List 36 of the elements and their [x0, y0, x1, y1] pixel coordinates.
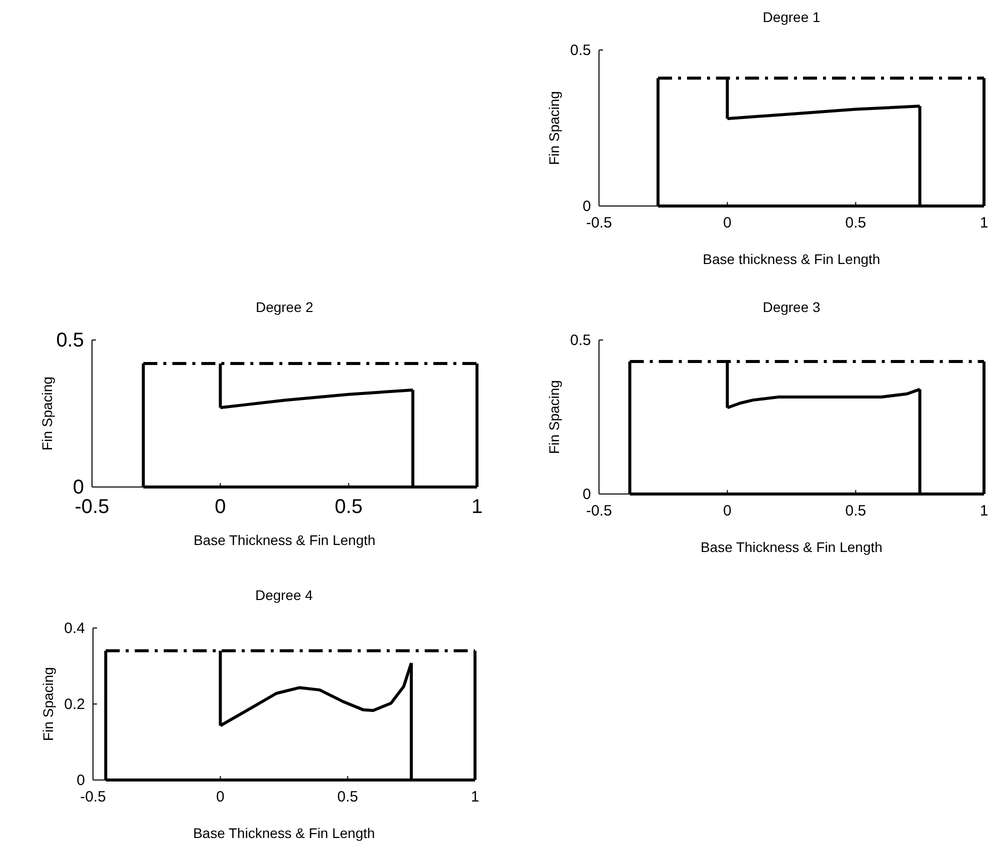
y-axis-title: Fin Spacing	[40, 667, 56, 741]
x-tick-label: 0.5	[337, 788, 358, 806]
y-tick-label: 0	[72, 476, 84, 498]
x-axis-title: Base Thickness & Fin Length	[194, 532, 376, 548]
y-axis-title: Fin Spacing	[546, 380, 562, 454]
x-tick-label: 1	[980, 214, 988, 232]
x-tick-label: -0.5	[80, 788, 106, 806]
x-tick-label: 0.5	[845, 502, 866, 520]
x-axis-title: Base thickness & Fin Length	[702, 251, 880, 267]
x-tick-label: 0	[216, 788, 225, 806]
x-tick-label: -0.5	[74, 496, 110, 518]
x-tick-label: 0	[723, 214, 732, 232]
x-tick-label: 1	[470, 788, 480, 806]
y-tick-label: 0.5	[570, 332, 591, 349]
x-tick-label: 0.5	[845, 214, 866, 232]
x-tick-label: 0	[723, 502, 732, 520]
x-axis-title: Base Thickness & Fin Length	[193, 825, 375, 841]
x-tick-label: 0.5	[334, 496, 363, 518]
y-axis-title: Fin Spacing	[546, 91, 562, 165]
x-tick-label: 1	[471, 496, 483, 518]
chart-title: Degree 2	[256, 299, 314, 315]
chart-title: Degree 4	[255, 587, 314, 603]
y-tick-label: 0.4	[64, 620, 85, 637]
x-tick-label: -0.5	[586, 502, 612, 520]
x-tick-label: -0.5	[586, 214, 612, 232]
x-axis-title: Base Thickness & Fin Length	[700, 539, 882, 555]
y-tick-label: 0.5	[570, 42, 591, 59]
y-tick-label: 0	[582, 198, 591, 215]
x-tick-label: 0	[214, 496, 226, 518]
y-tick-label: 0	[76, 772, 85, 789]
y-tick-label: 0.2	[64, 696, 85, 713]
chart-title: Degree 1	[762, 9, 821, 25]
chart-title: Degree 3	[762, 299, 821, 315]
y-axis-title: Fin Spacing	[39, 376, 55, 450]
x-tick-label: 1	[980, 502, 988, 520]
y-tick-label: 0.5	[56, 329, 84, 352]
